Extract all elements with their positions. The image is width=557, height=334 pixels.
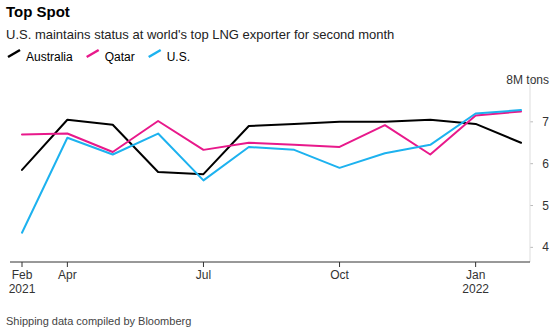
- x-tick: [22, 262, 23, 267]
- y-tick-label: 6: [542, 157, 549, 171]
- y-tick-label: 8M tons: [506, 73, 549, 87]
- legend-label: Qatar: [105, 50, 135, 64]
- x-tick: [203, 262, 204, 267]
- y-tick-label: 4: [542, 240, 549, 254]
- x-axis: [10, 262, 530, 263]
- legend-item: Australia: [8, 50, 73, 64]
- y-tick-label: 5: [542, 199, 549, 213]
- legend-label: U.S.: [167, 50, 190, 64]
- legend-swatch: [149, 50, 161, 57]
- subtitle: U.S. maintains status at world's top LNG…: [6, 27, 394, 42]
- plot-area: [22, 110, 521, 233]
- title: Top Spot: [6, 3, 70, 20]
- chart: Top Spot U.S. maintains status at world's…: [0, 0, 557, 334]
- series-line: [22, 110, 521, 233]
- x-tick: [339, 262, 340, 267]
- y-axis: [530, 80, 531, 262]
- legend-item: U.S.: [149, 50, 190, 64]
- y-tick-label: 7: [542, 115, 549, 129]
- legend-swatch: [87, 50, 99, 57]
- x-tick: [67, 262, 68, 267]
- x-tick-label: Feb2021: [9, 268, 36, 296]
- legend-item: Qatar: [87, 50, 135, 64]
- series-line: [22, 120, 521, 174]
- x-tick-label: Jul: [196, 268, 211, 282]
- source: Shipping data compiled by Bloomberg: [6, 315, 191, 327]
- x-tick-label: Apr: [58, 268, 77, 282]
- x-tick: [475, 262, 476, 267]
- legend-label: Australia: [26, 50, 73, 64]
- x-tick-label: Oct: [330, 268, 349, 282]
- legend-swatch: [8, 50, 20, 57]
- x-tick-label: Jan2022: [462, 268, 489, 296]
